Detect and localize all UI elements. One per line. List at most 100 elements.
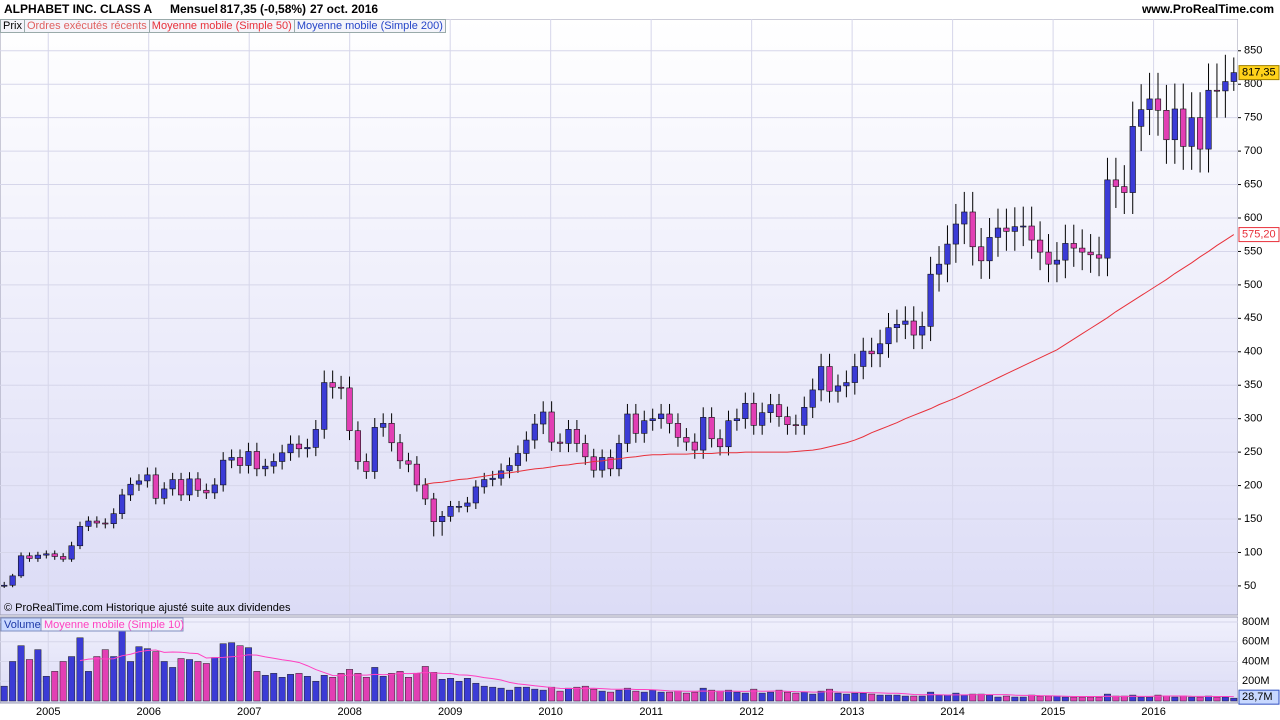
- candle-body: [102, 522, 109, 525]
- price-panel: [0, 18, 1239, 616]
- candle-body: [969, 211, 976, 248]
- volume-bar: [1104, 693, 1111, 702]
- price-axis-bg: [1238, 19, 1280, 703]
- candle-body: [750, 402, 757, 426]
- volume-bar: [598, 690, 606, 702]
- volume-bar: [581, 685, 589, 702]
- candle-body: [885, 327, 892, 345]
- volume-bar: [1078, 696, 1086, 702]
- candle-body: [422, 484, 429, 500]
- volume-bar: [666, 691, 673, 702]
- volume-bar: [1070, 696, 1078, 702]
- volume-bar: [943, 694, 951, 702]
- candle-body: [548, 411, 555, 443]
- y-tick-label: 150: [1244, 513, 1262, 525]
- volume-bar: [202, 663, 210, 702]
- volume-bar: [228, 642, 236, 702]
- x-tick-label: 2010: [538, 706, 562, 718]
- y-tick-label: 250: [1244, 446, 1262, 458]
- candle-body: [203, 489, 210, 494]
- candle-body: [944, 243, 951, 265]
- volume-bar: [1179, 695, 1187, 702]
- volume-bar: [716, 690, 724, 702]
- ma-value-label: 575,20: [1242, 228, 1276, 240]
- candle-body: [304, 447, 311, 450]
- y-tick-label: 600: [1244, 212, 1262, 224]
- volume-bar: [447, 678, 455, 702]
- volume-bar: [1095, 696, 1103, 702]
- candle-body: [1070, 243, 1077, 249]
- candle-body: [986, 237, 993, 262]
- candle-body: [26, 555, 33, 559]
- volume-bar: [969, 693, 977, 702]
- volume-bar: [885, 694, 892, 702]
- candle-body: [843, 382, 850, 387]
- candle-body: [607, 457, 614, 470]
- volume-bar: [615, 689, 623, 702]
- volume-bar: [278, 677, 286, 702]
- volume-bar: [1061, 696, 1069, 702]
- candle-body: [582, 443, 589, 458]
- volume-bar: [152, 651, 160, 702]
- volume-bar: [0, 685, 8, 702]
- candle-body: [34, 554, 41, 559]
- candle-body: [893, 324, 900, 329]
- candle-body: [834, 385, 842, 392]
- candle-body: [161, 488, 168, 499]
- candle-body: [93, 520, 100, 524]
- candle-body: [127, 483, 134, 496]
- candle-body: [430, 498, 437, 522]
- candle-body: [1146, 98, 1153, 110]
- x-tick-label: 2014: [940, 706, 964, 718]
- candle-body: [464, 502, 471, 507]
- volume-bar: [295, 673, 303, 702]
- candle-body: [1087, 251, 1094, 256]
- volume-bar: [396, 671, 404, 702]
- volume-bar: [405, 677, 412, 702]
- candle-body: [759, 412, 766, 426]
- volume-moving-average-line: [79, 649, 1234, 698]
- volume-bar: [935, 694, 943, 702]
- last-price-box: [1238, 65, 1280, 81]
- volume-bar: [607, 691, 615, 702]
- volume-bar: [741, 692, 749, 702]
- candle-body: [152, 474, 159, 499]
- volume-bar: [9, 661, 17, 702]
- candle-body: [658, 413, 665, 419]
- candle-body: [1079, 247, 1086, 253]
- volume-bar: [127, 661, 134, 702]
- date: 27 oct. 2016: [310, 2, 379, 16]
- candle-body: [1154, 98, 1162, 111]
- candle-body: [346, 387, 353, 432]
- volume-bar: [463, 678, 471, 702]
- candle-body: [51, 553, 58, 557]
- candle-body: [177, 479, 185, 496]
- x-tick-label: 2013: [840, 706, 864, 718]
- volume-bar: [1188, 696, 1196, 702]
- candle-body: [380, 423, 387, 428]
- volume-bar: [817, 690, 825, 702]
- volume-bar: [901, 695, 909, 702]
- candle-body: [1188, 117, 1195, 147]
- volume-bar: [143, 648, 151, 702]
- volume-bar: [539, 689, 547, 702]
- y-tick-label: 350: [1244, 379, 1262, 391]
- volume-bar: [17, 645, 25, 702]
- volume-bar: [775, 689, 783, 702]
- volume-bar: [699, 687, 707, 702]
- volume-bar: [480, 685, 488, 702]
- volume-bar: [960, 694, 968, 702]
- candle-body: [312, 429, 319, 448]
- candle-body: [978, 246, 985, 262]
- x-tick-label: 2007: [237, 706, 261, 718]
- candle-body: [860, 350, 867, 367]
- candle-body: [388, 423, 395, 444]
- candle-body: [338, 386, 345, 389]
- legend-item: Ordres exécutés récents: [23, 19, 150, 33]
- volume-bar: [640, 691, 648, 702]
- last-volume-label: 28,7M: [1242, 691, 1273, 703]
- volume-ma-legend-box: [40, 617, 184, 632]
- volume-bar: [809, 693, 817, 702]
- candle-body: [1121, 186, 1128, 193]
- last-price-label: 817,35: [1242, 67, 1276, 79]
